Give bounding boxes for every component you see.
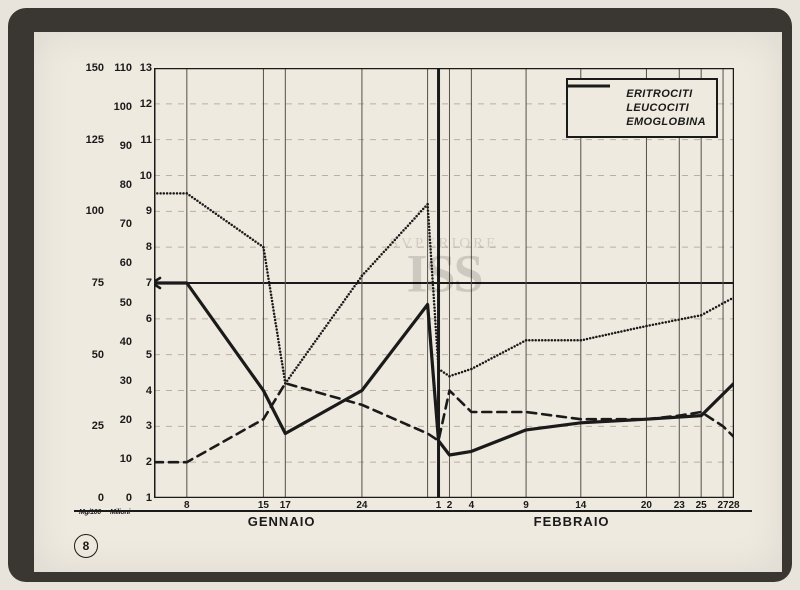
month-2: FEBBRAIO	[534, 514, 610, 529]
figure-number: 8	[74, 534, 98, 558]
legend: ERITROCITI LEUCOCITI EMOGLOBINA	[566, 78, 718, 138]
y-tick: 110	[114, 62, 132, 74]
y-tick: 8	[146, 241, 152, 253]
y-tick: 25	[92, 420, 104, 432]
month-1: GENNAIO	[248, 514, 316, 529]
y-tick: 0	[126, 492, 132, 504]
y-tick: 100	[114, 101, 132, 113]
y-tick: 150	[86, 62, 104, 74]
series-eritrociti	[154, 283, 734, 455]
y-tick: 12	[140, 98, 152, 110]
legend-row: LEUCOCITI	[576, 102, 706, 114]
y-tick: 50	[120, 297, 132, 309]
y-tick: 10	[120, 453, 132, 465]
photo-frame: Mg/100 0255075100125150 Milioni 01020304…	[8, 8, 792, 582]
legend-swatch-dashed	[576, 102, 618, 114]
y-tick: 60	[120, 257, 132, 269]
y-tick: 80	[120, 179, 132, 191]
legend-label: ERITROCITI	[626, 88, 692, 100]
y-tick: 50	[92, 349, 104, 361]
y-tick: 75	[92, 277, 104, 289]
y-tick: 3	[146, 420, 152, 432]
y-tick: 40	[120, 336, 132, 348]
y-tick: 4	[146, 385, 152, 397]
legend-label: EMOGLOBINA	[626, 116, 706, 128]
figure-number-value: 8	[83, 539, 90, 553]
month-labels: GENNAIO FEBBRAIO	[154, 514, 734, 534]
y-tick: 9	[146, 205, 152, 217]
y-axis-3-labels: 12345678910111213	[134, 68, 152, 498]
y-tick: 13	[140, 62, 152, 74]
y-tick: 5	[146, 349, 152, 361]
legend-label: LEUCOCITI	[626, 102, 689, 114]
legend-swatch-dotted	[576, 116, 618, 128]
y-tick: 30	[120, 375, 132, 387]
baseline-rule	[74, 510, 752, 512]
y-tick: 0	[98, 492, 104, 504]
y-tick: 20	[120, 414, 132, 426]
y-axis-2-labels: Milioni 0102030405060708090100110	[108, 68, 132, 498]
chart-paper: Mg/100 0255075100125150 Milioni 01020304…	[34, 32, 782, 572]
y-tick: 1	[146, 492, 152, 504]
series-emoglobina	[154, 192, 734, 384]
legend-row: EMOGLOBINA	[576, 116, 706, 128]
y-tick: 6	[146, 313, 152, 325]
y-axis-1-labels: Mg/100 0255075100125150	[76, 68, 104, 498]
y-tick: 11	[140, 134, 152, 146]
y-tick: 100	[86, 205, 104, 217]
y-tick: 2	[146, 456, 152, 468]
plot-area: ERITROCITILEUCOCITIEMOGLOBINA SVPERIORE …	[154, 68, 734, 498]
y-tick: 125	[86, 134, 104, 146]
y-tick: 90	[120, 140, 132, 152]
y-tick: 10	[140, 170, 152, 182]
y-tick: 70	[120, 218, 132, 230]
y-tick: 7	[146, 277, 152, 289]
